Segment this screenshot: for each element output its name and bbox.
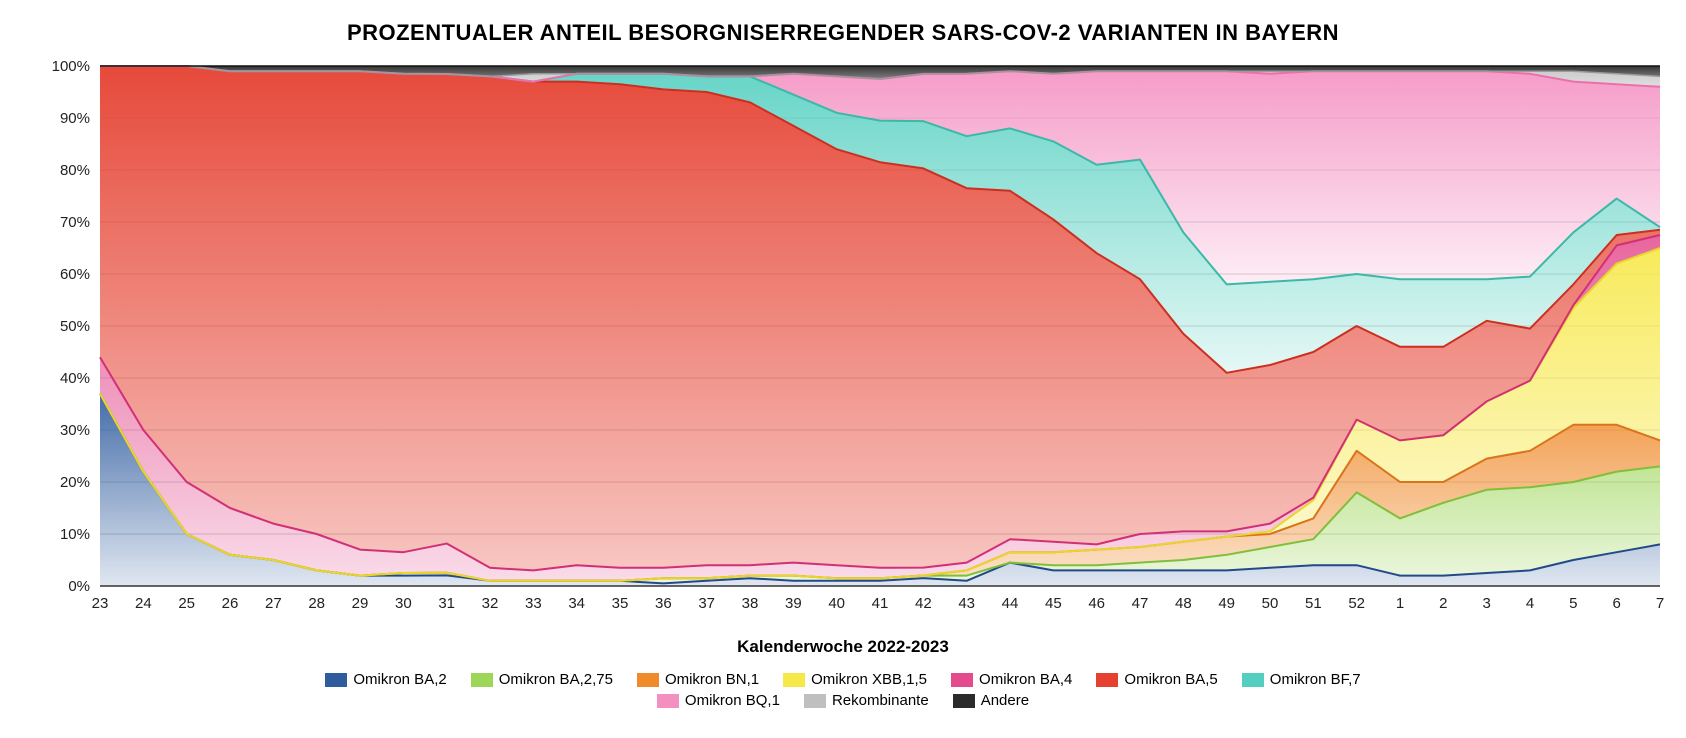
x-tick-label: 1 [1396,595,1404,612]
y-tick-label: 20% [60,474,90,491]
x-tick-label: 39 [785,595,802,612]
legend-item: Omikron BA,5 [1096,671,1217,688]
x-tick-label: 3 [1482,595,1490,612]
legend-item: Omikron BF,7 [1242,671,1361,688]
x-tick-label: 43 [958,595,975,612]
y-tick-label: 80% [60,162,90,179]
x-tick-label: 51 [1305,595,1322,612]
chart-legend: Omikron BA,2 Omikron BA,2,75 Omikron BN,1 O… [293,669,1393,711]
x-tick-label: 30 [395,595,412,612]
legend-label: Omikron BA,2,75 [499,671,613,688]
x-tick-label: 2 [1439,595,1447,612]
x-axis-label: Kalenderwoche 2022-2023 [20,637,1666,657]
legend-swatch [804,694,826,708]
x-tick-label: 23 [92,595,109,612]
y-tick-label: 30% [60,422,90,439]
x-tick-label: 44 [1002,595,1019,612]
x-tick-label: 26 [222,595,239,612]
x-tick-label: 31 [438,595,455,612]
x-tick-label: 40 [828,595,845,612]
legend-item: Rekombinante [804,692,929,709]
legend-item: Omikron BA,2 [325,671,446,688]
legend-swatch [1242,673,1264,687]
chart-title: PROZENTUALER ANTEIL BESORGNISERREGENDER … [20,20,1666,46]
x-tick-label: 38 [742,595,759,612]
x-tick-label: 32 [482,595,499,612]
legend-label: Omikron XBB,1,5 [811,671,927,688]
x-tick-label: 42 [915,595,932,612]
x-tick-label: 27 [265,595,282,612]
legend-label: Rekombinante [832,692,929,709]
legend-label: Omikron BA,4 [979,671,1072,688]
y-tick-label: 10% [60,526,90,543]
legend-label: Omikron BA,2 [353,671,446,688]
y-tick-label: 40% [60,370,90,387]
legend-swatch [471,673,493,687]
legend-item: Omikron BN,1 [637,671,759,688]
legend-swatch [783,673,805,687]
legend-swatch [657,694,679,708]
x-tick-label: 49 [1218,595,1235,612]
legend-label: Omikron BA,5 [1124,671,1217,688]
x-tick-label: 48 [1175,595,1192,612]
x-tick-label: 37 [698,595,715,612]
x-tick-label: 34 [568,595,585,612]
y-tick-label: 70% [60,214,90,231]
x-tick-label: 4 [1526,595,1534,612]
x-tick-label: 45 [1045,595,1062,612]
x-tick-label: 29 [352,595,369,612]
chart-plot-area: 0%10%20%30%40%50%60%70%80%90%100%2324252… [20,56,1666,631]
legend-label: Omikron BN,1 [665,671,759,688]
x-tick-label: 6 [1612,595,1620,612]
legend-swatch [951,673,973,687]
x-tick-label: 25 [178,595,195,612]
x-tick-label: 24 [135,595,152,612]
legend-item: Omikron BA,2,75 [471,671,613,688]
x-tick-label: 46 [1088,595,1105,612]
x-tick-label: 5 [1569,595,1577,612]
x-tick-label: 35 [612,595,629,612]
legend-item: Omikron BQ,1 [657,692,780,709]
x-tick-label: 50 [1262,595,1279,612]
legend-item: Omikron BA,4 [951,671,1072,688]
y-tick-label: 90% [60,110,90,127]
y-tick-label: 0% [68,578,90,595]
x-tick-label: 36 [655,595,672,612]
legend-swatch [325,673,347,687]
legend-label: Omikron BQ,1 [685,692,780,709]
legend-swatch [1096,673,1118,687]
x-tick-label: 33 [525,595,542,612]
legend-label: Omikron BF,7 [1270,671,1361,688]
x-tick-label: 7 [1656,595,1664,612]
x-tick-label: 28 [308,595,325,612]
y-tick-label: 60% [60,266,90,283]
legend-item: Omikron XBB,1,5 [783,671,927,688]
x-tick-label: 52 [1348,595,1365,612]
stacked-area-chart: 0%10%20%30%40%50%60%70%80%90%100%2324252… [20,56,1680,626]
y-tick-label: 50% [60,318,90,335]
x-tick-label: 41 [872,595,889,612]
y-tick-label: 100% [52,58,90,75]
legend-swatch [953,694,975,708]
legend-item: Andere [953,692,1029,709]
x-tick-label: 47 [1132,595,1149,612]
legend-swatch [637,673,659,687]
legend-label: Andere [981,692,1029,709]
